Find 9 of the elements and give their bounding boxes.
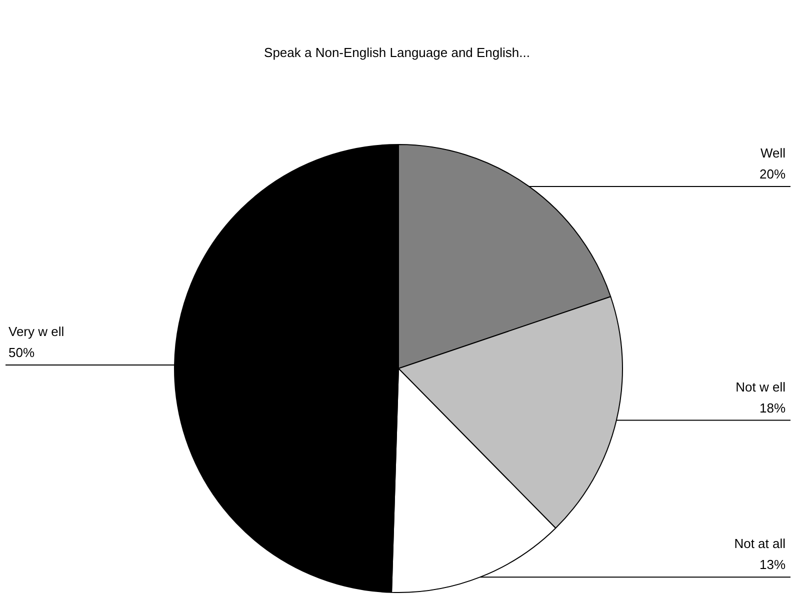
slice-label: Well (760, 145, 786, 160)
slice-label: Not w ell (736, 379, 786, 394)
slice-label: Very w ell (8, 324, 64, 340)
chart-title: Speak a Non-English Language and English... (264, 45, 530, 60)
data-label: 13% (759, 557, 786, 572)
data-label: 18% (759, 400, 786, 416)
data-label: 50% (8, 345, 35, 360)
data-label: 20% (759, 166, 786, 182)
slice-label: Not at all (734, 536, 786, 552)
